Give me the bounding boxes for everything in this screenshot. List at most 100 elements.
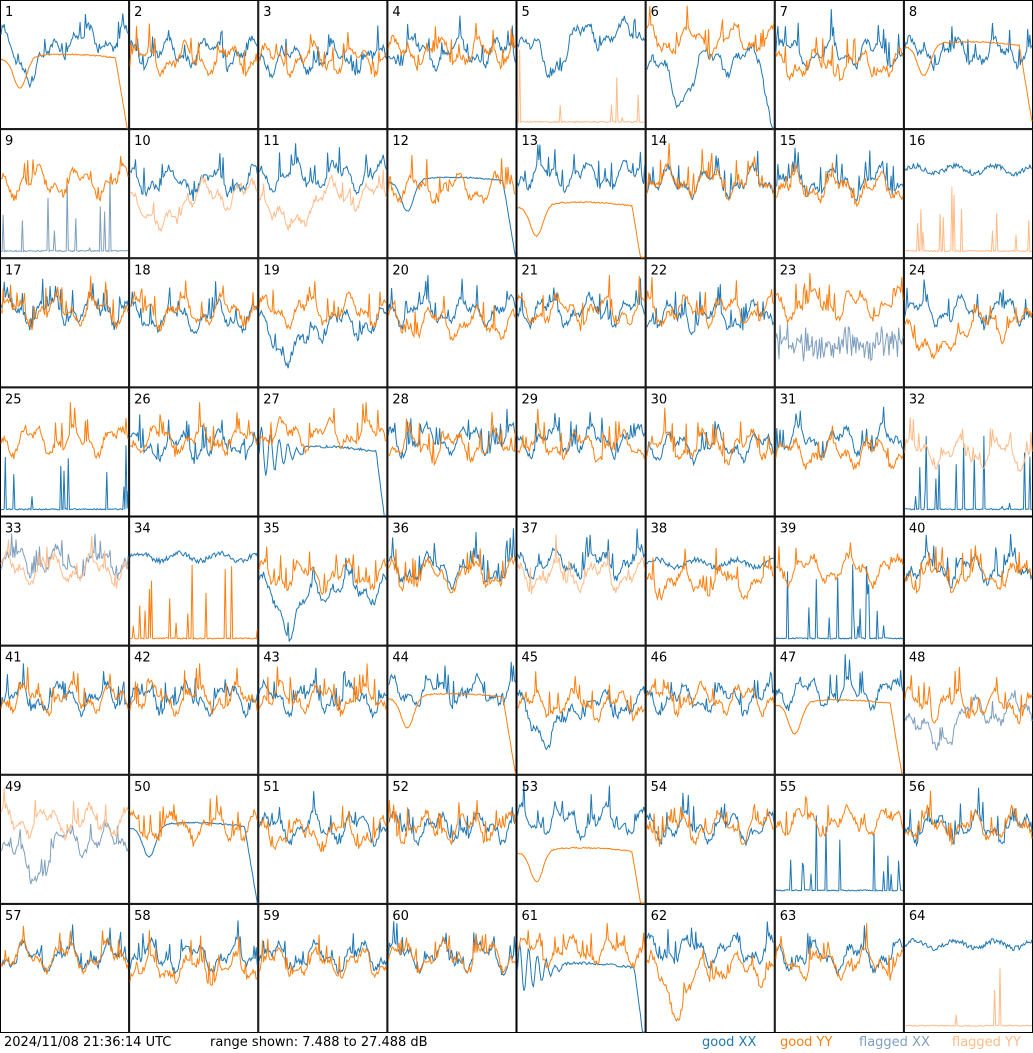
spectrum-panel: 47 (774, 645, 904, 775)
panel-number-label: 57 (5, 909, 22, 924)
yy-series-line (775, 425, 904, 470)
panel-number-label: 22 (651, 263, 668, 278)
spectrum-panel: 30 (645, 387, 775, 517)
xx-series-line (646, 792, 775, 847)
yy-series-line (646, 277, 775, 330)
panel-number-label: 59 (263, 909, 280, 924)
panel-number-label: 18 (134, 263, 151, 278)
spectrum-panel: 13 (516, 129, 646, 259)
yy-series-line (258, 281, 387, 330)
xx-series-line (904, 533, 1033, 589)
xx-series-line (517, 412, 646, 461)
spectrum-panel: 45 (516, 645, 646, 775)
spectrum-panel: 21 (516, 258, 646, 388)
panel-number-label: 60 (392, 909, 409, 924)
yy-series-line (517, 923, 646, 969)
spectrum-panel: 58 (129, 903, 259, 1033)
panel-frame (129, 903, 259, 1033)
spectrum-panel: 52 (387, 774, 517, 904)
spectrum-panel: 48 (903, 645, 1033, 775)
yy-series-line (387, 154, 516, 205)
spectrum-panel: 64 (903, 903, 1033, 1033)
panel-number-label: 16 (909, 134, 926, 149)
spectrum-panel: 24 (903, 258, 1033, 388)
yy-series-line (0, 156, 129, 202)
panel-frame (516, 387, 646, 517)
spectrum-panel: 27 (258, 387, 388, 517)
yy-series-line (904, 790, 1033, 847)
xx-series-line (517, 781, 646, 842)
spectrum-panel: 56 (903, 774, 1033, 904)
panel-number-label: 35 (263, 522, 280, 537)
panel-frame (645, 129, 775, 259)
spectrum-panel: 37 (516, 516, 646, 646)
spectrum-panel: 32 (903, 387, 1033, 517)
xx-series-line (775, 323, 904, 362)
panel-number-label: 37 (522, 522, 539, 537)
yy-series-line (387, 22, 516, 71)
yy-series-line (775, 272, 904, 325)
spectrum-panel: 28 (387, 387, 517, 517)
spectrum-panel: 3 (258, 0, 388, 130)
panel-frame (387, 0, 517, 130)
panel-frame (258, 903, 388, 1033)
xx-series-line (904, 161, 1033, 178)
spectrum-panel: 60 (387, 903, 517, 1033)
xx-series-line (904, 937, 1033, 952)
spectrum-panel: 38 (645, 516, 775, 646)
spectrum-panel: 41 (0, 645, 130, 775)
panel-frame (0, 645, 130, 775)
panel-frame (129, 774, 259, 904)
xx-series-line (0, 278, 129, 331)
panel-frame (258, 129, 388, 259)
panel-frame (258, 0, 388, 130)
panel-number-label: 44 (392, 651, 409, 666)
panel-frame (645, 387, 775, 517)
xx-series-line (517, 278, 646, 331)
panel-frame (645, 0, 775, 130)
spectrum-panel: 4 (387, 0, 517, 130)
panel-number-label: 49 (5, 780, 22, 795)
panel-number-label: 6 (651, 5, 659, 20)
panel-number-label: 31 (780, 392, 797, 407)
spectrum-panel: 2 (129, 0, 259, 130)
yy-series-line (388, 692, 516, 774)
panel-number-label: 51 (263, 780, 280, 795)
yy-series-line (775, 795, 904, 838)
spectrum-panel: 62 (645, 903, 775, 1033)
panel-number-label: 11 (263, 134, 280, 149)
spectrum-panel: 44 (387, 645, 517, 775)
yy-series-line (258, 546, 387, 596)
yy-series-line (0, 402, 129, 460)
panel-number-label: 4 (392, 5, 400, 20)
spectrum-panel: 31 (774, 387, 904, 517)
yy-series-line (904, 40, 1033, 122)
panel-number-label: 13 (522, 134, 539, 149)
spectrum-panel: 34 (129, 516, 259, 646)
xx-series-line (258, 933, 387, 976)
panel-number-label: 41 (5, 651, 22, 666)
yy-series-line (258, 934, 387, 979)
yy-series-line (258, 663, 387, 717)
panel-number-label: 1 (5, 5, 13, 20)
panel-frame (516, 903, 646, 1033)
panel-number-label: 26 (134, 392, 151, 407)
panel-number-label: 24 (909, 263, 926, 278)
xx-series-line (0, 533, 129, 579)
xx-series-line (0, 13, 129, 89)
xx-series-line (387, 806, 516, 847)
panel-frame (258, 645, 388, 775)
panel-number-label: 21 (522, 263, 539, 278)
panel-number-label: 19 (263, 263, 280, 278)
xx-series-line (129, 821, 258, 903)
yy-series-line (904, 545, 1033, 594)
panel-number-label: 25 (5, 392, 22, 407)
xx-series-line (388, 176, 516, 257)
xx-series-line (129, 920, 258, 975)
xx-series-line (129, 678, 258, 719)
yy-series-line (646, 407, 774, 466)
yy-series-line (0, 925, 129, 975)
xx-series-line (129, 550, 258, 566)
yy-series-line (129, 175, 258, 233)
yy-series-line (775, 37, 904, 82)
